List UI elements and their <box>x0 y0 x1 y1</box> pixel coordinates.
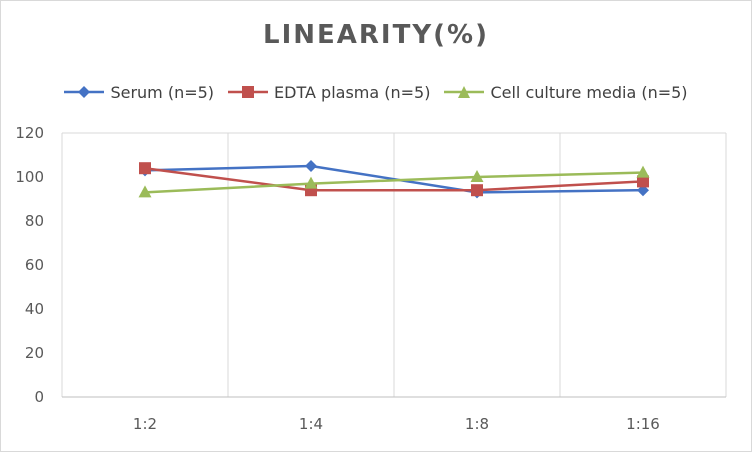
series-line <box>144 171 644 194</box>
data-point <box>637 175 649 188</box>
data-point <box>139 162 151 175</box>
legend-label-cell-culture-media: Cell culture media (n=5) <box>490 82 688 102</box>
legend-entry-edta-plasma: EDTA plasma (n=5) <box>228 83 430 102</box>
data-point <box>138 185 152 198</box>
x-tick-label: 1:2 <box>133 415 157 433</box>
y-tick-label: 20 <box>25 344 44 362</box>
legend-label-serum: Serum (n=5) <box>110 82 215 102</box>
x-tick-label: 1:8 <box>465 415 489 433</box>
legend: Serum (n=5) EDTA plasma (n=5) Cell cultu… <box>0 80 752 104</box>
y-tick-label: 80 <box>25 212 44 230</box>
y-tick-label: 100 <box>15 168 44 186</box>
data-point <box>636 165 650 178</box>
y-tick-label: 40 <box>25 300 44 318</box>
series-line <box>144 166 644 192</box>
y-tick-label: 0 <box>34 388 44 406</box>
data-point <box>305 160 317 172</box>
y-tick-label: 120 <box>15 124 44 142</box>
y-tick-label: 60 <box>25 256 44 274</box>
legend-entry-serum: Serum (n=5) <box>64 83 214 102</box>
x-tick-label: 1:16 <box>626 415 660 433</box>
legend-swatch-edta-plasma <box>228 86 269 98</box>
data-point <box>470 170 484 182</box>
legend-label-edta-plasma: EDTA plasma (n=5) <box>274 82 431 102</box>
legend-entry-cell-culture-media: Cell culture media (n=5) <box>444 82 688 102</box>
data-point <box>471 184 483 197</box>
legend-swatch-cell-culture-media <box>444 86 485 98</box>
data-point <box>304 176 318 189</box>
legend-swatch-serum <box>64 86 105 98</box>
chart-title: LINEARITY(%) <box>263 20 489 50</box>
x-tick-label: 1:4 <box>299 415 323 433</box>
